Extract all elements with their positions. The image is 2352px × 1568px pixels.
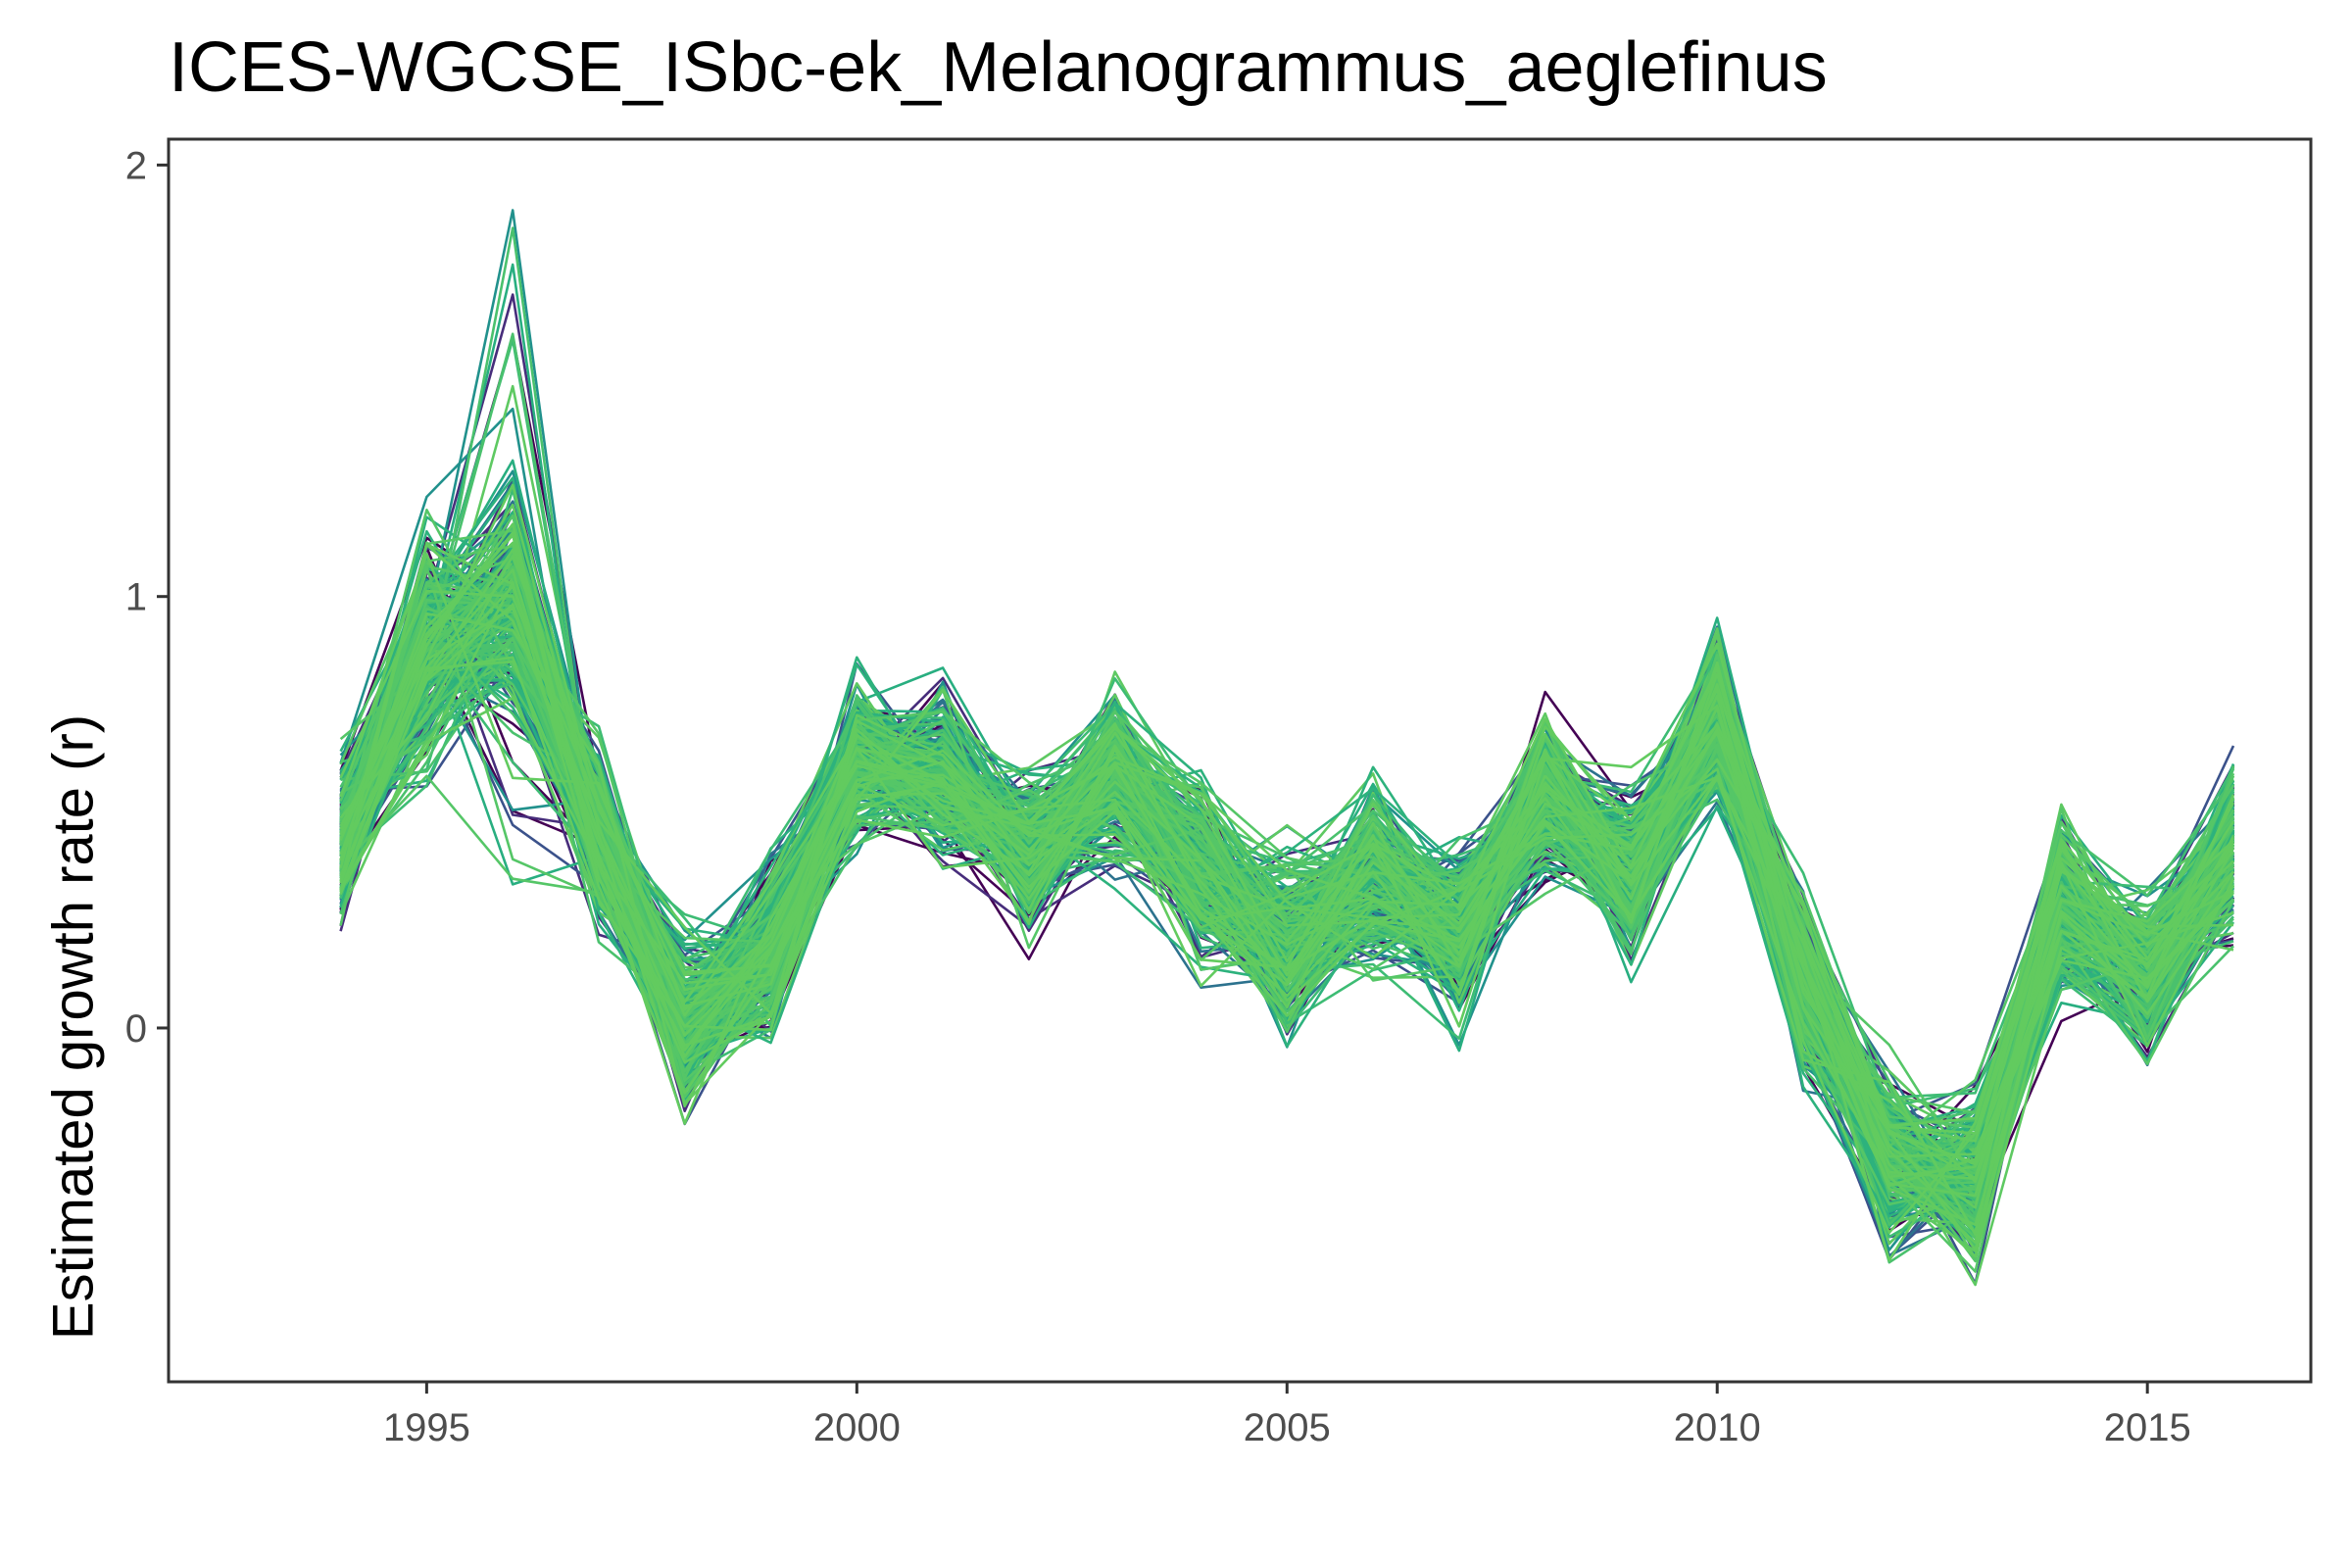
series-lines (339, 209, 2235, 1287)
series-line (339, 522, 2234, 1234)
series-line (339, 585, 2234, 1198)
x-tick-label: 2000 (813, 1406, 901, 1449)
plot-panel-border (167, 137, 2313, 1384)
series-line (339, 407, 2235, 1179)
chart-title: ICES-WGCSE_ISbc-ek_Melanogrammus_aeglefi… (169, 28, 1828, 107)
x-tick-label: 2010 (1674, 1406, 1761, 1449)
y-axis: 0 1 2 (125, 144, 169, 1051)
x-tick-label: 1995 (383, 1406, 470, 1449)
series-line (339, 293, 2235, 1247)
y-tick-label: 2 (125, 144, 147, 187)
series-line (339, 332, 2234, 1225)
series-line (339, 656, 2235, 1135)
series-line (339, 589, 2234, 1235)
y-tick-label: 1 (125, 576, 147, 619)
x-tick-label: 2005 (1244, 1406, 1331, 1449)
series-line (339, 694, 2235, 1158)
y-tick-label: 0 (125, 1007, 147, 1051)
series-line (339, 533, 2235, 1262)
x-axis: 1995 2000 2005 2010 2015 (383, 1382, 2191, 1449)
series-line (339, 660, 2234, 1166)
series-line (339, 335, 2235, 1215)
series-line (339, 226, 2234, 1199)
series-line (339, 541, 2235, 1143)
series-line (339, 338, 2235, 1168)
series-line (339, 543, 2235, 1251)
series-line (339, 503, 2235, 1128)
x-tick-label: 2015 (2104, 1406, 2191, 1449)
series-line (339, 209, 2234, 1217)
series-line (339, 554, 2235, 1237)
